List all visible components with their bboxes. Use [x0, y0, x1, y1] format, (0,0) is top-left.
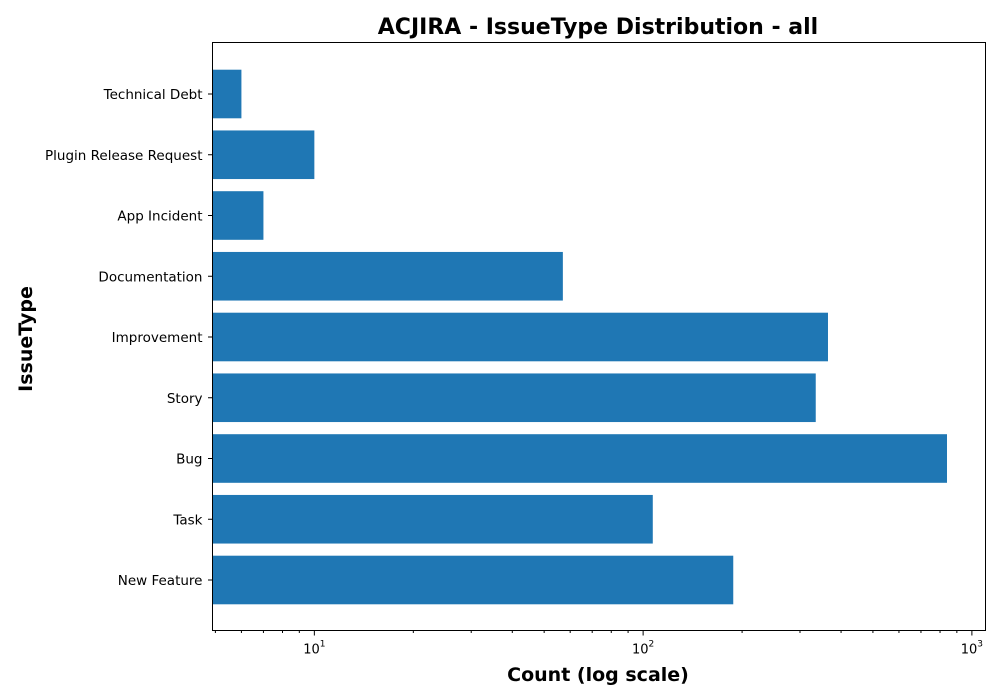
y-axis-label: IssueType — [15, 286, 37, 392]
y-tick-label-plugin-release-request: Plugin Release Request — [45, 148, 203, 164]
bar-bug — [212, 434, 947, 483]
x-tick-label: 102 — [632, 640, 654, 658]
chart-title: ACJIRA - IssueType Distribution - all — [378, 15, 818, 40]
plot-frame — [212, 42, 986, 631]
y-tick-label-bug: Bug — [176, 452, 202, 468]
x-ticks-group: 101 102 103 — [214, 630, 983, 658]
x-axis-label: Count (log scale) — [507, 664, 689, 686]
bar-app-incident — [212, 191, 264, 240]
x-tick-label: 103 — [961, 640, 983, 658]
y-ticks-group: Technical Debt Plugin Release Request App … — [45, 87, 213, 589]
bar-story — [212, 373, 816, 423]
bar-improvement — [212, 312, 828, 362]
y-tick-label-documentation: Documentation — [98, 269, 202, 285]
x-tick-label: 101 — [303, 640, 325, 658]
bars-group — [212, 69, 947, 605]
bar-technical-debt — [212, 69, 242, 119]
y-tick-label-technical-debt: Technical Debt — [103, 87, 203, 103]
y-tick-label-story: Story — [167, 391, 203, 407]
y-tick-label-new-feature: New Feature — [118, 573, 203, 589]
bar-plugin-release-request — [212, 130, 315, 180]
y-tick-label-app-incident: App Incident — [117, 209, 202, 225]
bar-task — [212, 494, 653, 544]
bar-documentation — [212, 251, 563, 301]
y-tick-label-improvement: Improvement — [112, 330, 203, 346]
y-tick-label-task: Task — [172, 512, 202, 528]
bar-new-feature — [212, 555, 734, 605]
